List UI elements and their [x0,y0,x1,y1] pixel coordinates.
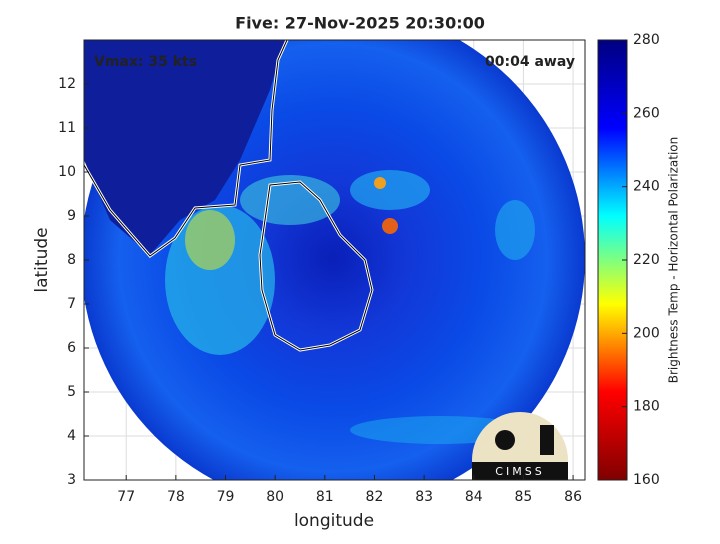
colorbar-tick-label: 280 [633,32,660,48]
image [84,40,585,480]
x-tick-label: 79 [217,489,235,505]
x-tick-label: 77 [117,489,135,505]
logo: CIMSS [472,412,568,480]
colorbar-tick-label: 200 [633,325,660,341]
y-tick-label: 3 [67,472,76,488]
colorbar-tick-label: 220 [633,252,660,268]
x-tick-label: 82 [366,489,384,505]
x-tick-label: 80 [266,489,284,505]
logo-text: CIMSS [495,465,544,478]
y-tick-label: 8 [67,252,76,268]
y-tick-label: 7 [67,296,76,312]
y-tick-label: 11 [58,120,76,136]
annotation: 00:04 away [485,54,575,70]
annotation: Vmax: 35 kts [94,54,197,70]
colorbar-label: Brightness Temp - Horizontal Polarizatio… [667,137,681,384]
x-tick-label: 83 [415,489,433,505]
y-tick-label: 6 [67,340,76,356]
x-tick-label: 86 [564,489,582,505]
colorbar-tick-label: 240 [633,179,660,195]
y-tick-label: 5 [67,384,76,400]
colorbar-tick-label: 260 [633,105,660,121]
x-tick-label: 85 [515,489,533,505]
colorbar-tick-label: 160 [633,472,660,488]
x-tick-label: 78 [167,489,185,505]
x-tick-label: 81 [316,489,334,505]
y-tick-label: 12 [58,76,76,92]
chart-title: Five: 27-Nov-2025 20:30:00 [235,14,485,33]
x-tick-label: 84 [465,489,483,505]
x-axis-label: longitude [294,511,374,531]
y-tick-label: 9 [67,208,76,224]
y-axis-label: latitude [32,227,52,292]
y-tick-label: 10 [58,164,76,180]
y-tick-label: 4 [67,428,76,444]
colorbar-tick-label: 180 [633,399,660,415]
